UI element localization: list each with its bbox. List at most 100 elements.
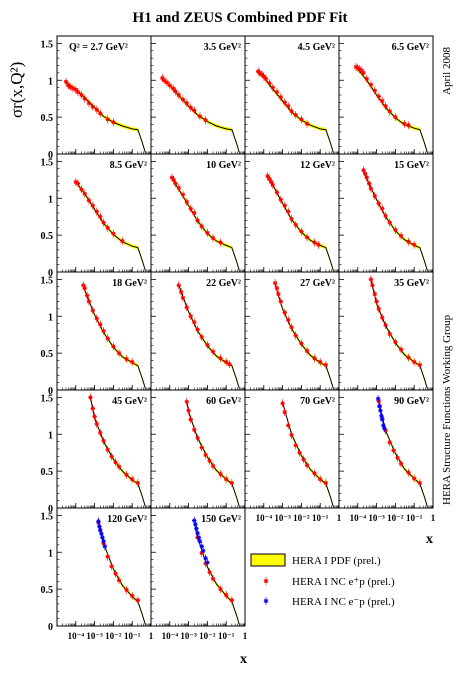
ep-plus-point <box>376 304 381 313</box>
panel-frame <box>56 389 152 509</box>
ep-plus-point <box>361 166 366 175</box>
x-tick-label: 10⁻¹ <box>312 513 329 523</box>
q2-label: 90 GeV² <box>394 396 429 407</box>
panel-frame <box>150 153 246 273</box>
ep-plus-point <box>90 201 95 210</box>
q2-label: 120 GeV² <box>107 514 147 525</box>
ep-plus-point <box>412 357 417 366</box>
ep-plus-point <box>257 68 262 77</box>
x-tick-label: 10⁻⁴ <box>350 513 367 523</box>
ep-minus-point <box>382 424 387 433</box>
ep-plus-point <box>173 87 178 96</box>
ep-plus-point <box>176 91 181 99</box>
ep-plus-point <box>406 121 411 130</box>
panel-frame <box>56 35 152 155</box>
ep-plus-point <box>130 591 135 600</box>
ep-plus-point <box>164 78 170 87</box>
ep-plus-point <box>402 119 407 128</box>
ep-plus-point <box>84 291 90 300</box>
ep-plus-point <box>224 357 229 366</box>
ep-plus-point <box>387 329 392 338</box>
panel-q2-6: 12 GeV² <box>244 153 340 273</box>
ep-plus-point <box>361 68 366 77</box>
ep-plus-point <box>417 360 423 369</box>
panel-q2-16: 120 GeV² 0 0.5 1 1.5 10⁻⁴ 10⁻³ 10⁻² 10⁻¹ 1 <box>41 507 154 641</box>
x-tick-label: 10⁻² <box>199 631 216 641</box>
ep-minus-point <box>197 537 203 546</box>
panel-frame <box>150 35 246 155</box>
legend-label-ep-plus: HERA I NC e⁺p (prel.) <box>292 576 395 588</box>
ep-plus-point <box>270 83 275 92</box>
pdf-fit-curve <box>89 397 146 507</box>
ep-plus-point <box>267 79 272 88</box>
ep-plus-point <box>98 109 103 118</box>
y-tick-label: 0 <box>48 386 53 397</box>
x-tick-label: 1 <box>431 513 436 523</box>
ep-minus-point <box>205 558 210 567</box>
pdf-fit-curve <box>370 279 428 389</box>
ep-plus-point <box>101 327 106 335</box>
x-tick-label: 10⁻¹ <box>406 513 423 523</box>
x-tick-label: 10⁻⁴ <box>256 513 273 523</box>
ep-plus-point <box>323 360 329 369</box>
panel-frame <box>150 389 246 509</box>
ep-plus-point <box>289 430 294 439</box>
x-tick-label: 10⁻² <box>387 513 404 523</box>
q2-label: 10 GeV² <box>206 160 241 171</box>
ep-plus-point <box>227 360 232 369</box>
y-tick-label: 0 <box>48 504 53 515</box>
q2-label: 22 GeV² <box>206 278 241 289</box>
y-tick-label: 1 <box>48 76 53 87</box>
panel-q2-9: 22 GeV² <box>150 271 246 391</box>
ep-plus-point <box>398 345 404 354</box>
panel-q2-1: 3.5 GeV² <box>150 35 246 155</box>
ep-plus-point <box>90 404 95 413</box>
y-tick-label: 1 <box>48 312 53 323</box>
ep-plus-point <box>75 179 81 188</box>
panel-grid: Q² = 2.7 GeV² 0 0.5 1 1.5 3.5 GeV² 4.5 GeV² 6.5… <box>41 35 436 641</box>
date-label: April 2008 <box>441 47 453 95</box>
q2-label: 6.5 GeV² <box>392 42 429 53</box>
ep-plus-point <box>370 281 375 290</box>
ep-plus-point <box>135 596 141 605</box>
ep-plus-point <box>90 102 95 111</box>
ep-plus-point <box>192 425 197 434</box>
ep-plus-point <box>111 342 116 351</box>
ep-plus-point <box>218 238 223 247</box>
ep-plus-point <box>105 445 110 454</box>
ep-plus-point <box>224 591 229 600</box>
ep-plus-point <box>380 313 385 322</box>
ep-plus-point <box>274 88 280 97</box>
ep-plus-point <box>224 475 229 484</box>
ep-plus-point <box>180 95 186 104</box>
ep-plus-point <box>380 204 385 213</box>
ep-plus-point <box>184 197 189 206</box>
ep-plus-point <box>109 452 114 461</box>
ep-plus-point <box>199 443 204 452</box>
ep-plus-point <box>124 470 129 479</box>
x-tick-label: 10⁻¹ <box>124 631 141 641</box>
ep-plus-point <box>304 461 310 470</box>
ep-plus-point <box>207 456 212 465</box>
y-tick-label: 1 <box>48 548 53 559</box>
ep-plus-point <box>105 334 110 343</box>
panel-q2-0: Q² = 2.7 GeV² 0 0.5 1 1.5 <box>41 35 152 161</box>
x-tick-label: 10⁻³ <box>368 513 385 523</box>
ep-plus-point <box>120 237 125 246</box>
ep-minus-point <box>375 394 381 403</box>
y-tick-label: 0 <box>48 150 53 161</box>
panel-q2-2: 4.5 GeV² <box>244 35 340 155</box>
y-tick-label: 0.5 <box>41 467 54 478</box>
legend-item-pdf-band: HERA I PDF (prel.) <box>250 553 381 567</box>
y-tick-label: 1 <box>48 194 53 205</box>
ep-minus-point <box>380 415 385 424</box>
ep-plus-point <box>297 448 302 457</box>
ep-plus-point <box>278 195 283 204</box>
ep-plus-point <box>98 428 103 437</box>
ep-plus-point <box>98 320 103 329</box>
ep-plus-point <box>304 346 310 355</box>
ep-plus-point <box>406 353 411 362</box>
y-tick-label: 1.5 <box>41 275 54 286</box>
ep-plus-point <box>218 354 223 363</box>
